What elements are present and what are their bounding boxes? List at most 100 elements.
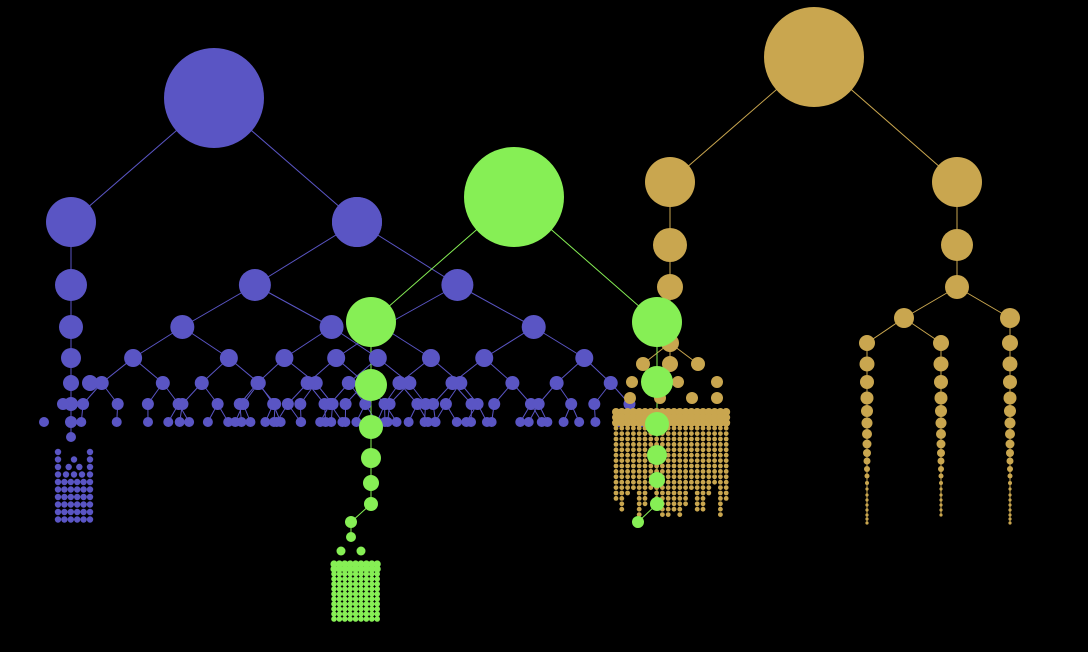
green-tree-node [336,546,346,556]
gold-tree-node [671,436,677,442]
green-tree-node [356,546,366,556]
blue-tree-node [427,398,440,410]
gold-tree-node [636,474,642,480]
green-tree-node [336,616,343,622]
green-tree-node [331,601,337,607]
gold-tree-node [1008,493,1012,497]
gold-tree-node [612,418,620,427]
gold-tree-node [934,391,948,405]
gold-tree-node [613,452,619,458]
blue-tree-node [521,315,546,339]
blue-tree-node [54,508,62,516]
green-tree-node [352,606,359,612]
green-tree-node [369,576,375,582]
gold-tree-node [613,442,619,447]
gold-tree-node [933,356,949,372]
gold-tree-node [865,508,869,512]
gold-tree-node [700,452,706,458]
blue-tree-node [80,478,87,486]
green-tree-node [358,591,364,597]
blue-tree-node [359,398,372,410]
gold-tree-node [654,490,659,496]
gold-tree-node [1004,405,1016,417]
gold-tree-node [636,463,642,469]
blue-tree-node [574,417,585,427]
gold-tree-node [613,463,619,469]
gold-tree-node [677,490,683,496]
gold-tree-node [683,452,688,458]
gold-tree-node [718,425,723,431]
green-tree-node [335,565,343,573]
gold-tree-node [700,425,706,431]
blue-tree-node [80,516,87,523]
green-tree-node [342,586,348,592]
gold-tree-node [654,436,659,442]
blue-tree-node [61,501,68,508]
green-tree-node [364,497,378,511]
gold-tree-node [710,418,719,427]
gold-tree-node [671,463,677,469]
blue-tree-node [66,432,76,442]
gold-tree-node [681,418,690,427]
blue-tree-node [86,456,94,463]
blue-tree-node [549,376,564,390]
green-tree-node [342,616,348,622]
gold-tree-node [660,490,665,496]
gold-tree-node [706,458,712,463]
gold-tree-node [939,513,943,517]
green-tree-node [374,571,381,577]
gold-tree-node [636,357,650,371]
gold-tree-node [937,449,945,457]
gold-tree-node [671,485,677,490]
gold-tree-node [939,498,943,502]
green-tree-node [358,616,364,622]
green-tree-node [352,591,359,597]
green-tree-node [363,586,370,592]
blue-tree-node [211,398,224,410]
gold-tree-node [694,452,700,458]
gold-tree-node [631,479,636,485]
blue-tree-node [61,508,68,516]
green-tree-node [347,606,354,612]
gold-tree-node [723,458,729,463]
gold-tree-node [932,157,982,207]
gold-tree-node [683,425,688,431]
blue-tree-node [86,448,94,456]
gold-tree-node [671,431,677,436]
gold-tree-node [1008,521,1012,525]
blue-tree-node [74,478,81,486]
blue-tree-node [54,501,62,508]
green-tree-node [373,565,381,573]
green-tree-node [352,571,359,577]
blue-tree-node [250,376,265,390]
gold-tree-node [689,447,694,453]
blue-tree-node [341,376,356,390]
gold-tree-node [694,442,700,447]
green-tree-node [374,596,381,602]
gold-tree-node [694,479,700,485]
green-tree-node [358,581,364,587]
blue-tree-node [86,486,94,493]
blue-tree-node [74,516,81,523]
gold-tree-node [689,442,694,447]
gold-tree-node [689,479,694,485]
green-tree-node [342,611,348,617]
gold-tree-node [619,463,625,469]
green-tree-node [331,591,337,597]
gold-tree-node [1008,508,1012,512]
gold-tree-node [694,506,700,512]
gold-tree-node [706,442,712,447]
gold-tree-node [665,490,671,496]
gold-tree-node [939,481,943,485]
green-tree-node [363,571,370,577]
gold-tree-node [700,501,706,507]
gold-tree-node [677,496,683,501]
gold-tree-node [865,498,869,502]
gold-tree-node [718,447,723,453]
gold-tree-node [642,474,648,480]
gold-tree-node [671,469,677,474]
green-tree-node [374,576,381,582]
green-tree-node [342,601,348,607]
gold-tree-node [723,436,729,442]
gold-tree-node [712,479,717,485]
